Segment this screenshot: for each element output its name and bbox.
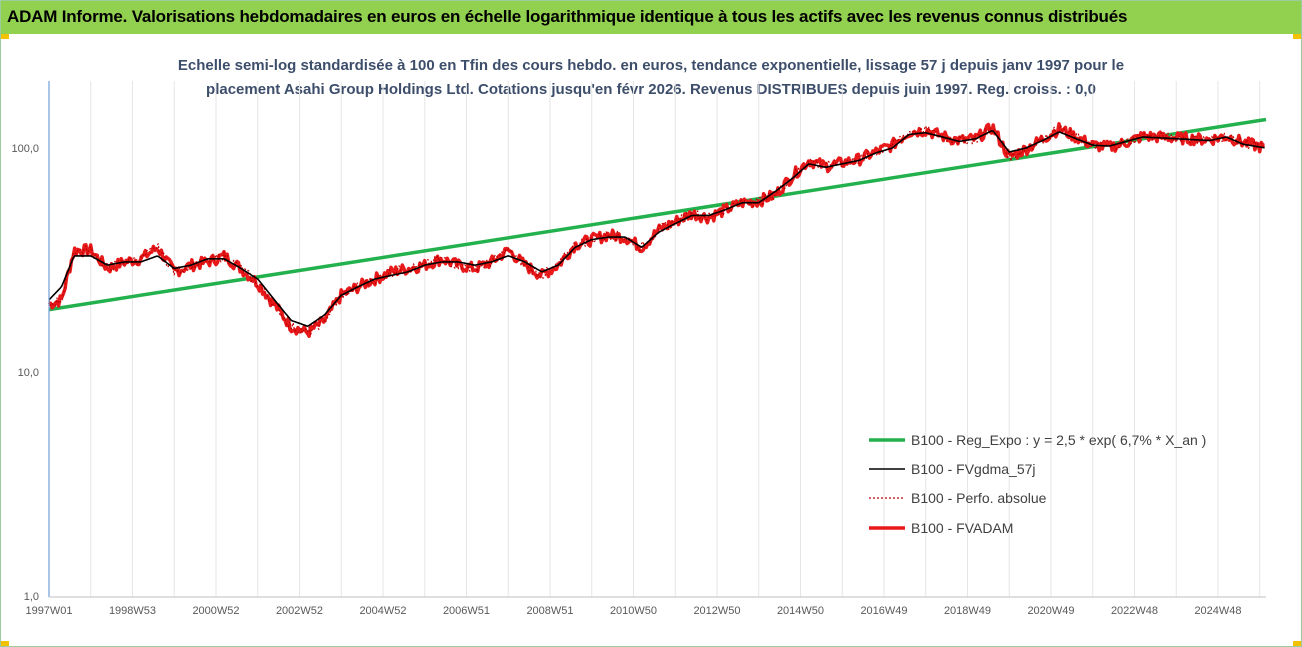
x-tick-label: 2024W48 [1194,605,1241,617]
corner-mark-bottom-left [1,641,9,646]
x-tick-label: 2012W50 [693,605,740,617]
chart-title-line-2: placement Asahi Group Holdings Ltd. Cota… [206,81,1096,98]
x-tick-label: 1997W01 [25,605,72,617]
x-tick-label: 2008W51 [526,605,573,617]
legend: B100 - Reg_Expo : y = 2,5 * exp( 6,7% * … [869,432,1206,536]
legend-label: B100 - Reg_Expo : y = 2,5 * exp( 6,7% * … [911,432,1206,448]
legend-label: B100 - Perfo. absolue [911,490,1047,506]
chart-title: Echelle semi-log standardisée à 100 en T… [151,54,1151,102]
corner-mark-left [1,34,9,39]
x-tick-label: 2016W49 [860,605,907,617]
x-tick-label: 2000W52 [192,605,239,617]
legend-label: B100 - FVgdma_57j [911,461,1036,477]
y-tick-label: 10,0 [18,367,39,379]
x-tick-label: 2006W51 [443,605,490,617]
x-tick-label: 2004W52 [359,605,406,617]
series-line-2 [48,124,1266,335]
chart-title-line-1: Echelle semi-log standardisée à 100 en T… [177,57,1125,74]
y-tick-label: 1,0 [24,591,39,603]
x-tick-label: 2020W49 [1027,605,1074,617]
x-tick-label: 1998W53 [109,605,156,617]
axis-layer: 100,0 10,0 1,0 1997W01 1998W53 2000W52 2002W52… [11,81,1266,617]
x-tick-label: 2022W48 [1111,605,1158,617]
title-banner: ADAM Informe. Valorisations hebdomadaire… [1,1,1301,34]
banner-title: ADAM Informe. Valorisations hebdomadaire… [7,7,1128,26]
x-tick-label: 2018W49 [944,605,991,617]
x-tick-label: 2014W50 [777,605,824,617]
y-tick-label: 100,0 [11,143,39,155]
corner-mark-right [1293,34,1301,39]
corner-mark-bottom-right [1293,641,1301,646]
series-line-1 [48,130,1265,327]
series-layer [47,117,1267,338]
x-tick-label: 2002W52 [276,605,323,617]
legend-label: B100 - FVADAM [911,520,1013,536]
series-line-0 [48,117,1267,312]
series-line-3 [47,122,1265,338]
x-tick-label: 2010W50 [610,605,657,617]
grid-layer [90,81,1261,597]
